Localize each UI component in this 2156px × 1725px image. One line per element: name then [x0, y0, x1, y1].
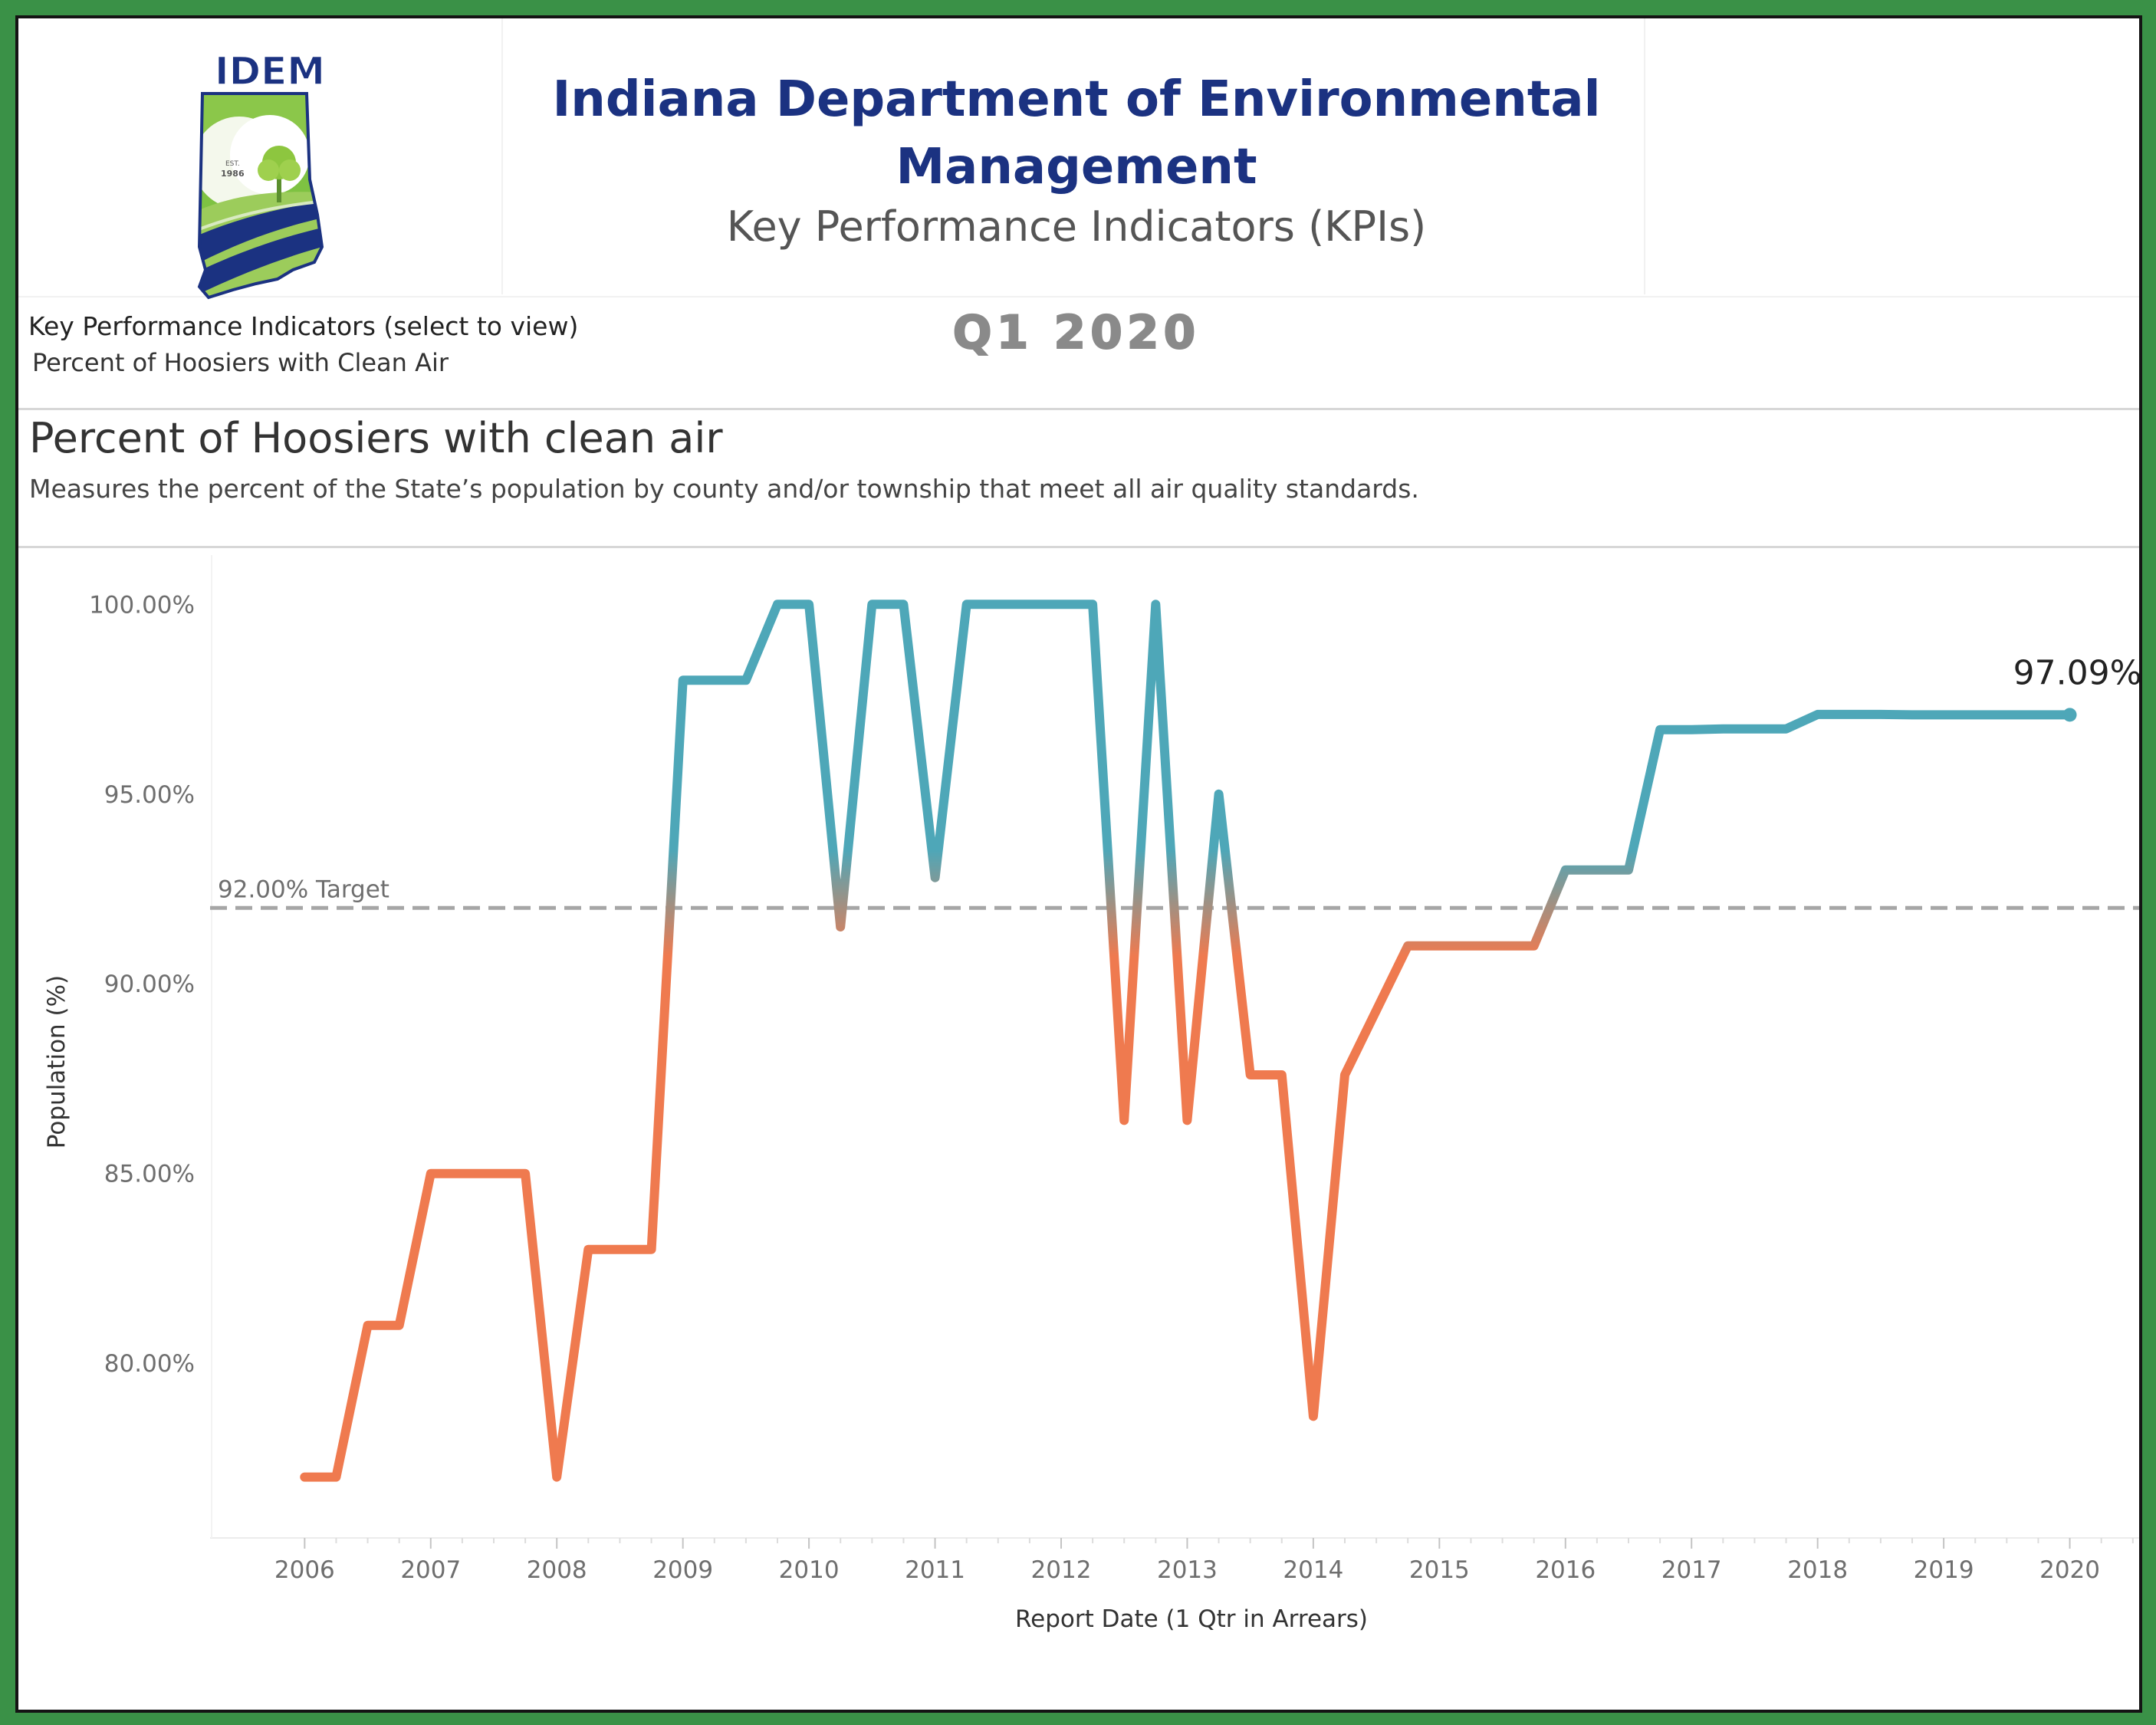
header-divider	[501, 18, 503, 294]
logo-acronym: IDEM	[215, 49, 325, 94]
series-line[interactable]	[300, 600, 2075, 1482]
x-tick-label: 2006	[274, 1556, 335, 1584]
y-tick-label: 95.00%	[104, 781, 195, 809]
x-tick-label: 2013	[1157, 1556, 1218, 1584]
kpi-selector-label: Key Performance Indicators (select to vi…	[28, 311, 579, 341]
y-axis-ticks: 80.00% 85.00% 90.00% 95.00% 100.00%	[89, 591, 195, 1378]
x-tick-label: 2020	[2039, 1556, 2100, 1584]
section-divider	[18, 408, 2139, 410]
line-chart: 92.00% Target 80.00% 85.00% 90.00% 95.00% 10…	[43, 555, 2139, 1633]
x-tick-label: 2016	[1535, 1556, 1596, 1584]
logo-year: 1986	[221, 169, 245, 179]
last-point-marker[interactable]	[2062, 708, 2077, 722]
data-points	[304, 604, 2069, 1477]
x-tick-label: 2015	[1409, 1556, 1470, 1584]
kpi-title: Percent of Hoosiers with clean air	[29, 414, 723, 462]
kpi-selector[interactable]: Percent of Hoosiers with Clean Air	[32, 348, 449, 377]
x-tick-label: 2011	[905, 1556, 965, 1584]
y-axis-title: Population (%)	[43, 975, 71, 1148]
x-tick-label: 2017	[1661, 1556, 1722, 1584]
section-divider	[18, 546, 2139, 548]
x-tick-label: 2010	[779, 1556, 840, 1584]
header-divider	[1644, 18, 1645, 294]
x-tick-label: 2008	[527, 1556, 587, 1584]
x-axis-ticks: 2006 2007 2008 2009 2010 2011 2012 2013 2014 2015…	[274, 1538, 2134, 1584]
x-tick-label: 2007	[400, 1556, 461, 1584]
idem-logo: IDEM EST. 1986	[197, 48, 326, 300]
x-tick-label: 2012	[1031, 1556, 1092, 1584]
kpi-description: Measures the percent of the State’s popu…	[29, 474, 1419, 504]
dashboard-frame: IDEM EST. 1986 Indiana Department of Env…	[15, 15, 2142, 1713]
last-value-label: 97.09%	[2013, 653, 2139, 692]
page-title: Indiana Department of Environmental Mana…	[552, 71, 1601, 196]
y-tick-label: 90.00%	[104, 971, 195, 998]
target-label: 92.00% Target	[218, 876, 389, 903]
x-axis-title: Report Date (1 Qtr in Arrears)	[1015, 1605, 1368, 1633]
x-tick-label: 2014	[1283, 1556, 1343, 1584]
period-label: Q1 2020	[952, 305, 1201, 360]
page-subtitle: Key Performance Indicators (KPIs)	[726, 202, 1427, 251]
logo-est: EST.	[225, 160, 240, 168]
x-tick-label: 2019	[1914, 1556, 1974, 1584]
y-tick-label: 100.00%	[89, 591, 195, 619]
tree-icon	[258, 146, 301, 202]
y-tick-label: 85.00%	[104, 1161, 195, 1188]
chart-gridlines	[210, 555, 2139, 1539]
y-tick-label: 80.00%	[104, 1350, 195, 1378]
header-divider	[18, 296, 2139, 297]
x-tick-label: 2018	[1787, 1556, 1848, 1584]
x-tick-label: 2009	[652, 1556, 713, 1584]
